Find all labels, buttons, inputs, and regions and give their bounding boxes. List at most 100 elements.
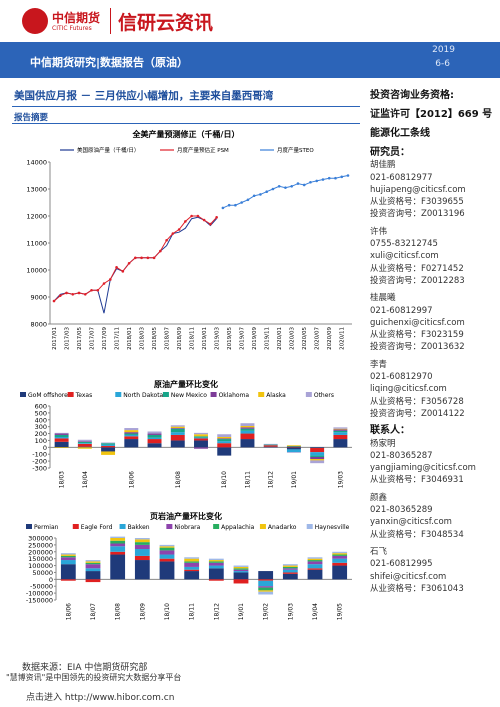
legend-label: 月度产量STEO xyxy=(277,146,314,154)
bar-segment xyxy=(101,445,116,448)
text-line: 颜鑫 xyxy=(370,492,388,503)
x-tick-label: 19/01 xyxy=(238,603,245,620)
marker xyxy=(221,206,225,210)
text-line: 021-60812977 xyxy=(370,172,433,183)
x-tick-label: 2018/07 xyxy=(165,327,171,350)
bar-segment xyxy=(170,440,185,448)
bar-segment xyxy=(184,557,200,559)
x-tick-label: 2018/11 xyxy=(190,327,196,350)
marker xyxy=(321,178,325,181)
link[interactable]: 点击进入 http://www.hibor.com.cn xyxy=(26,693,175,703)
bar-segment xyxy=(124,433,139,435)
x-tick-label: 2019/09 xyxy=(252,327,258,350)
legend-swatch xyxy=(20,392,26,397)
bar-segment xyxy=(332,558,348,563)
bar-segment xyxy=(194,437,208,439)
bar-segment xyxy=(134,549,150,556)
marker xyxy=(277,185,281,188)
x-tick-label: 2017/07 xyxy=(90,327,96,350)
bar-segment xyxy=(307,564,323,569)
x-tick-label: 2020/09 xyxy=(327,327,333,350)
marker xyxy=(227,203,231,207)
legend-swatch xyxy=(26,524,32,529)
x-tick-label: 2020/05 xyxy=(302,327,308,350)
bar-segment xyxy=(233,572,249,580)
brand: 信研云资讯 xyxy=(118,12,214,34)
text-line: 从业资格号：F3061043 xyxy=(370,583,464,594)
bar-segment xyxy=(147,443,162,448)
bar-segment xyxy=(159,544,175,547)
y-tick-label: 200 xyxy=(35,430,47,438)
x-tick-label: 18/11 xyxy=(244,471,251,488)
y-tick-label: -200 xyxy=(32,458,47,466)
marker xyxy=(290,185,294,188)
bar-segment xyxy=(286,447,301,450)
chart: 页岩油产量环比变化 -150000-100000-5000005000010000… xyxy=(26,511,352,620)
grp: 杨家明 021-80365287 yangjiaming@citicsf.com 从业… xyxy=(370,438,498,487)
bar-segment xyxy=(233,569,249,572)
date: 6-6 xyxy=(435,59,450,69)
legend-swatch xyxy=(115,392,122,397)
legend-swatch xyxy=(119,524,126,529)
bar-segment xyxy=(54,447,69,449)
marker xyxy=(71,293,75,296)
bar-segment xyxy=(60,553,76,555)
bar-segment xyxy=(307,558,323,561)
text-line: 胡佳鹏 xyxy=(370,160,396,171)
bar-segment xyxy=(147,437,162,440)
y-tick-label: 100000 xyxy=(28,562,53,570)
y-tick-label: 300 xyxy=(35,423,47,431)
chart: 全美产量预测修正（千桶/日） 8000 9000 10000 11000 12000 130… xyxy=(26,129,352,350)
bar-segment xyxy=(170,426,185,429)
legend-label: New Mexico xyxy=(171,392,207,399)
bar-segment xyxy=(310,452,325,456)
bar-segment xyxy=(310,448,325,453)
legend-swatch xyxy=(305,392,312,397)
legend-swatch xyxy=(162,392,169,397)
bar-segment xyxy=(240,433,255,440)
lab: 联系人： xyxy=(370,425,410,437)
bar-segment xyxy=(85,579,101,583)
legend-label: North Dakota xyxy=(123,392,163,399)
bar-segment xyxy=(184,558,200,562)
y-tick-label: 9000 xyxy=(30,294,47,302)
bar-segment xyxy=(208,560,224,562)
bar-segment xyxy=(101,447,116,452)
bar-segment xyxy=(54,433,69,435)
y-tick-label: 250000 xyxy=(28,541,53,549)
legend-swatch xyxy=(166,524,173,529)
bar-segment xyxy=(208,568,224,580)
marker xyxy=(102,282,106,285)
y-tick-label: 150000 xyxy=(28,555,53,563)
bar-segment xyxy=(282,564,298,566)
text-line: 李青 xyxy=(370,359,388,370)
bar-segment xyxy=(233,566,249,569)
marker xyxy=(96,288,100,292)
bar-segment xyxy=(233,568,249,570)
bar-segment xyxy=(110,551,126,555)
bar-segment xyxy=(286,452,301,453)
bar-segment xyxy=(258,590,274,592)
bar-segment xyxy=(77,441,92,442)
x-tick-label: 2019/05 xyxy=(227,327,233,350)
x-tick-label: 19/03 xyxy=(337,471,344,488)
text-line: 0755-83212745 xyxy=(370,239,438,250)
text-line: 桂晨曦 xyxy=(370,293,396,304)
bar-segment xyxy=(333,432,348,435)
bar-segment xyxy=(54,441,69,448)
bar-segment xyxy=(208,558,224,561)
sidebar: 投资咨询业务资格: 证监许可【2012】669 号能源化工条线 研究员： 胡佳鹏 021… xyxy=(370,86,498,600)
x-tick-label: 2018/01 xyxy=(127,327,133,350)
bar-segment xyxy=(282,569,298,573)
bar-segment xyxy=(159,550,175,555)
bar-segment xyxy=(310,455,325,457)
marker xyxy=(146,256,150,260)
bar-segment xyxy=(282,572,298,574)
marker xyxy=(296,182,300,185)
y-tick-label: -100 xyxy=(32,451,47,459)
bar-segment xyxy=(184,566,200,570)
legend-label: Alaska xyxy=(266,392,286,399)
bar-segment xyxy=(310,456,325,460)
legend-label: Eagle Ford xyxy=(81,524,113,531)
bar-segment xyxy=(286,445,301,447)
